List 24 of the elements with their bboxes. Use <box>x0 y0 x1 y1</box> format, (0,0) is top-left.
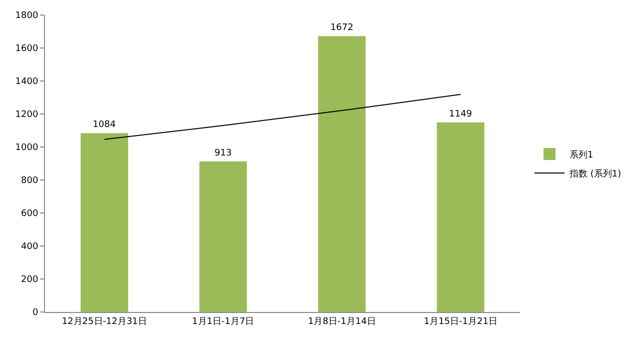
x-tick-label: 1月8日-1月14日 <box>308 316 376 327</box>
bar <box>80 133 128 312</box>
data-label: 1084 <box>92 120 116 130</box>
x-tick-label: 1月15日-1月21日 <box>424 316 498 327</box>
y-tick-label: 1000 <box>15 143 38 154</box>
y-tick-label: 600 <box>21 209 38 220</box>
y-tick-label: 0 <box>32 308 38 318</box>
x-tick-label: 1月1日-1月7日 <box>192 316 254 327</box>
y-tick-label: 1800 <box>15 11 38 22</box>
y-tick-label: 1600 <box>15 44 38 54</box>
bar <box>318 36 366 312</box>
legend-label: 指数 (系列1) <box>568 168 622 180</box>
data-label: 913 <box>214 148 232 158</box>
y-tick-label: 1400 <box>15 77 38 88</box>
y-tick-label: 1200 <box>15 110 38 120</box>
y-tick-label: 400 <box>21 242 38 252</box>
y-tick-label: 800 <box>21 176 38 186</box>
data-label: 1149 <box>449 109 472 120</box>
legend-label: 系列1 <box>570 150 594 161</box>
data-label: 1672 <box>330 23 354 34</box>
bar <box>436 122 484 312</box>
x-tick-label: 12月25日-12月31日 <box>62 316 147 327</box>
y-tick-label: 200 <box>21 275 38 286</box>
bar <box>199 161 247 312</box>
